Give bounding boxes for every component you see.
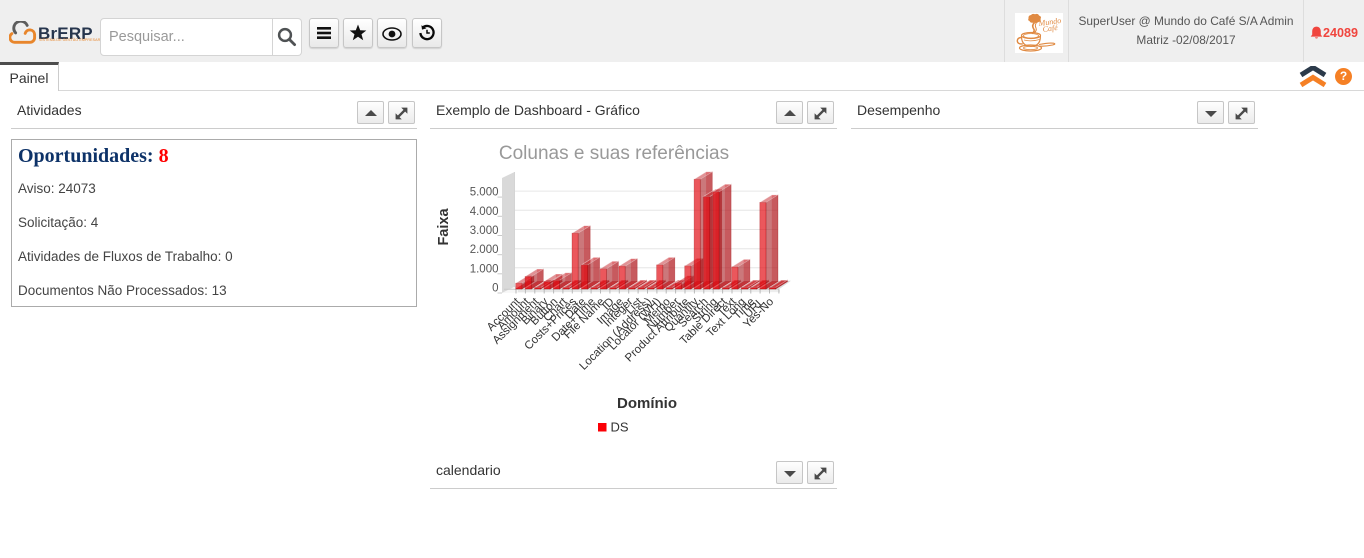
svg-text:Faixa: Faixa: [436, 208, 452, 246]
svg-text:Colunas e suas referências: Colunas e suas referências: [499, 143, 729, 164]
svg-text:Domínio: Domínio: [617, 395, 677, 412]
svg-text:4.000: 4.000: [470, 206, 499, 218]
svg-text:Café: Café: [1042, 23, 1059, 34]
svg-text:1.000: 1.000: [470, 263, 499, 275]
svg-text:Mundo: Mundo: [1037, 16, 1062, 28]
svg-text:3.000: 3.000: [470, 225, 499, 237]
svg-text:DS: DS: [611, 420, 629, 435]
svg-text:0: 0: [492, 283, 498, 295]
svg-text:5.000: 5.000: [470, 187, 499, 199]
svg-text:2.000: 2.000: [470, 244, 499, 256]
